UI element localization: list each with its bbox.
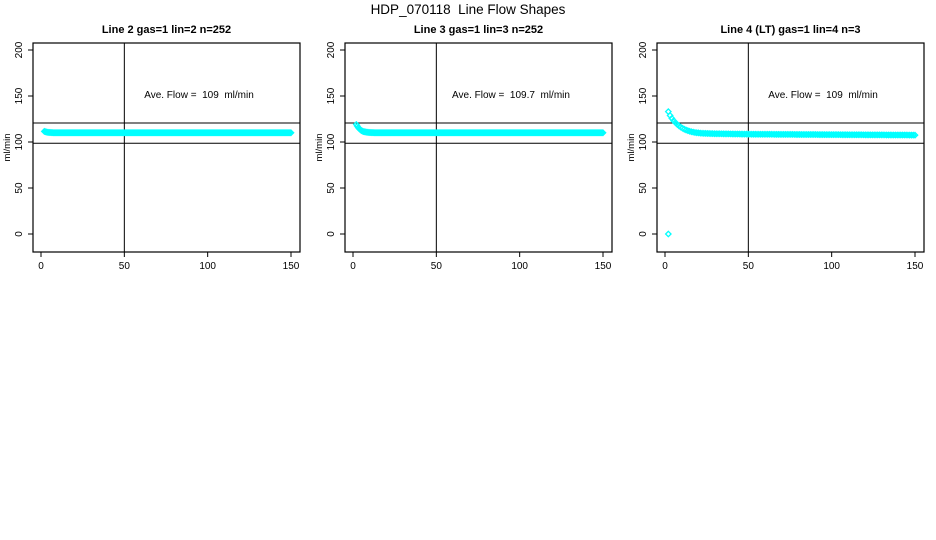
panel-line2-ave-flow-annotation: Ave. Flow = 109 ml/min xyxy=(144,90,254,101)
svg-text:150: 150 xyxy=(638,87,649,104)
svg-text:100: 100 xyxy=(326,133,337,150)
panel-line2-title: Line 2 gas=1 lin=2 n=252 xyxy=(101,24,232,36)
svg-text:0: 0 xyxy=(14,231,25,237)
line3-scatter-plot: 0 50 100 150 0 50 100 150 200 ml/min xyxy=(314,41,613,272)
svg-text:100: 100 xyxy=(199,261,216,272)
svg-text:100: 100 xyxy=(823,261,840,272)
svg-text:150: 150 xyxy=(326,87,337,104)
svg-text:150: 150 xyxy=(283,261,300,272)
svg-text:50: 50 xyxy=(119,261,131,272)
panel-line3-title: Line 3 gas=1 lin=3 n=252 xyxy=(413,24,544,36)
svg-text:200: 200 xyxy=(14,41,25,58)
svg-text:ml/min: ml/min xyxy=(314,134,325,162)
line4-scatter-plot: 0 50 100 150 0 50 100 150 200 ml/min xyxy=(626,41,925,272)
panel-line3: 0 50 100 150 0 50 100 150 200 ml/min Line 3 gas=1… xyxy=(312,0,624,300)
svg-text:100: 100 xyxy=(511,261,528,272)
figure-title: HDP_070118 Line Flow Shapes xyxy=(370,2,566,17)
svg-text:0: 0 xyxy=(326,231,337,237)
svg-text:100: 100 xyxy=(638,133,649,150)
panel-line4: 0 50 100 150 0 50 100 150 200 ml/min Line 4 (LT) … xyxy=(624,0,936,300)
svg-text:0: 0 xyxy=(38,261,44,272)
svg-text:50: 50 xyxy=(14,182,25,194)
svg-text:150: 150 xyxy=(14,87,25,104)
svg-text:0: 0 xyxy=(662,261,668,272)
svg-text:200: 200 xyxy=(638,41,649,58)
svg-text:ml/min: ml/min xyxy=(2,134,13,162)
svg-text:100: 100 xyxy=(14,133,25,150)
svg-text:50: 50 xyxy=(326,182,337,194)
panel-line3-ave-flow-annotation: Ave. Flow = 109.7 ml/min xyxy=(452,90,570,101)
svg-text:150: 150 xyxy=(907,261,924,272)
svg-text:0: 0 xyxy=(350,261,356,272)
svg-text:ml/min: ml/min xyxy=(626,134,637,162)
svg-text:0: 0 xyxy=(638,231,649,237)
svg-text:50: 50 xyxy=(431,261,443,272)
panel-line4-title: Line 4 (LT) gas=1 lin=4 n=3 xyxy=(720,24,861,36)
line2-scatter-plot: 0 50 100 150 0 50 100 150 200 ml/min xyxy=(2,41,301,272)
panel-line2: 0 50 100 150 0 50 100 150 200 ml/min Line 2 gas=1… xyxy=(0,0,312,300)
panel-line4-ave-flow-annotation: Ave. Flow = 109 ml/min xyxy=(768,90,878,101)
svg-text:200: 200 xyxy=(326,41,337,58)
svg-text:50: 50 xyxy=(638,182,649,194)
svg-text:150: 150 xyxy=(595,261,612,272)
svg-text:50: 50 xyxy=(743,261,755,272)
